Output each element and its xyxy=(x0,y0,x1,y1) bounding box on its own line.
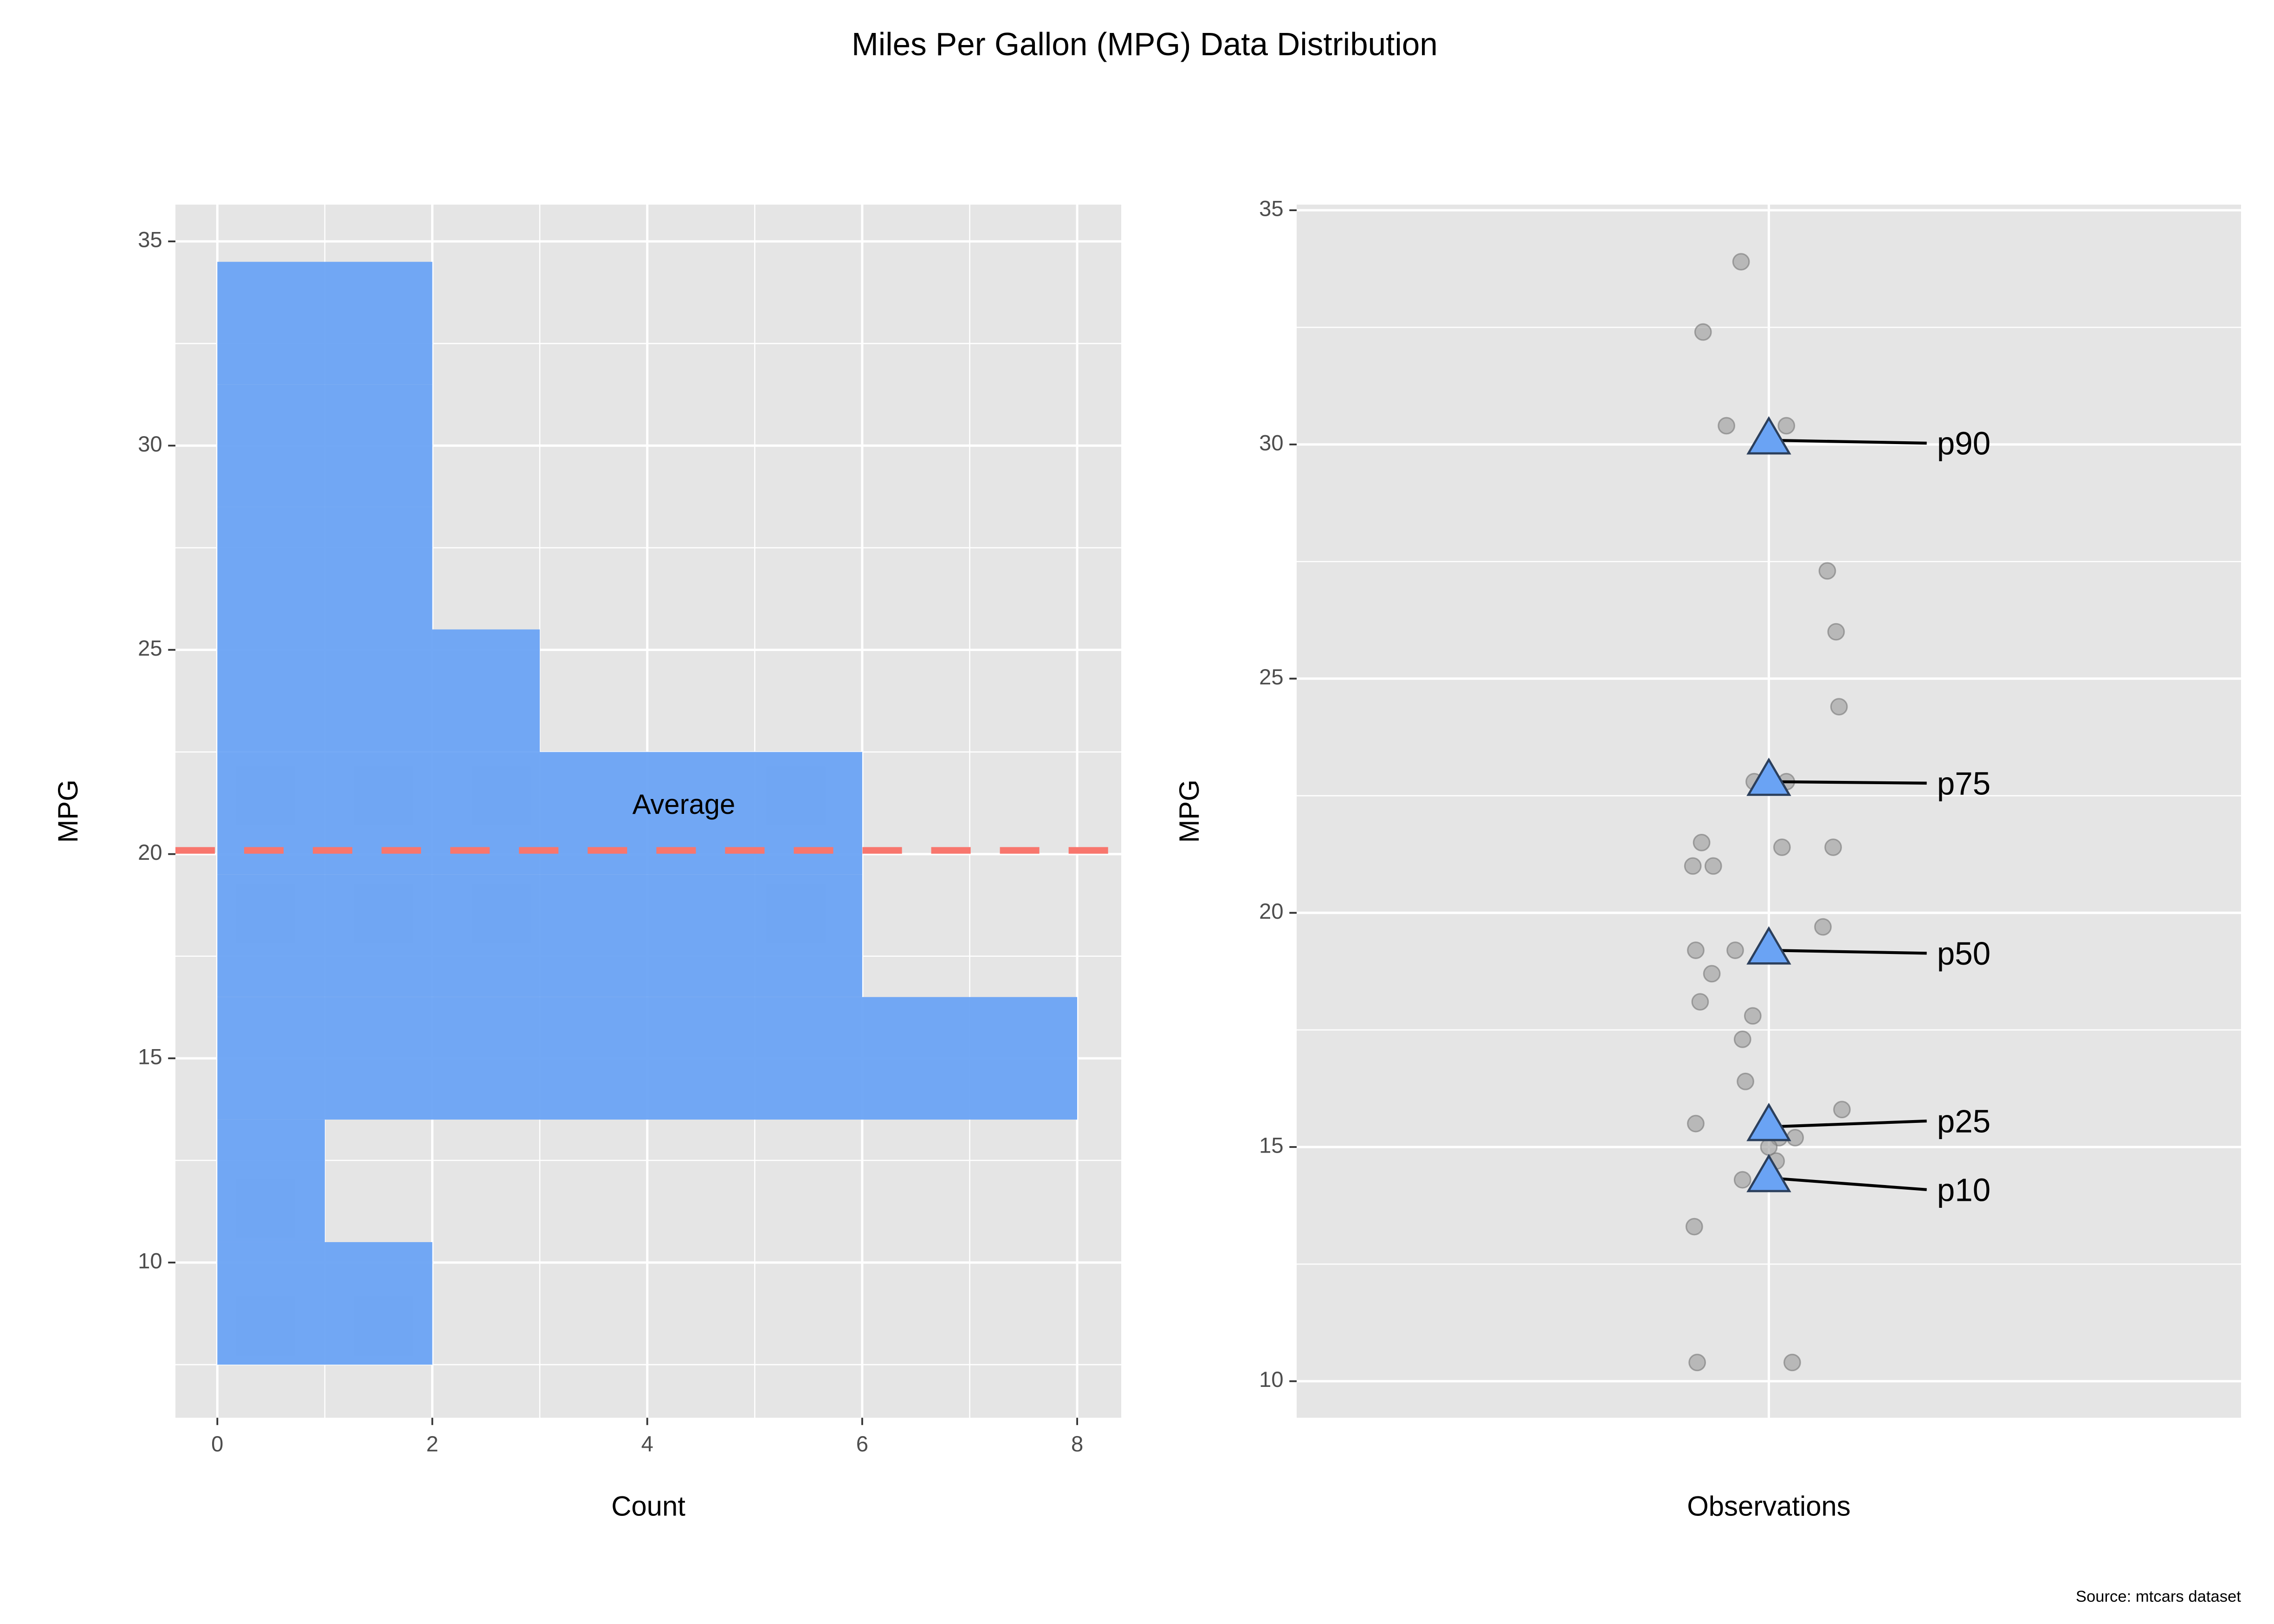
y-tick-label: 30 xyxy=(138,432,162,457)
percentile-marker xyxy=(1746,1102,1791,1141)
observation-point xyxy=(1704,857,1722,875)
average-label: Average xyxy=(633,789,736,820)
histogram-bar xyxy=(217,507,433,630)
percentile-connector xyxy=(1769,780,1927,785)
observation-point xyxy=(1684,857,1702,875)
observation-point xyxy=(1814,918,1832,936)
caption: Source: mtcars dataset xyxy=(2076,1588,2241,1605)
chart-title: Miles Per Gallon (MPG) Data Distribution xyxy=(852,26,1438,62)
observation-point xyxy=(1687,1115,1705,1133)
observation-point xyxy=(1726,941,1744,959)
x-tick-label: 4 xyxy=(641,1432,653,1456)
y-tick-label: 10 xyxy=(1259,1367,1284,1392)
observation-point xyxy=(1737,1072,1754,1090)
histogram-bar xyxy=(217,1242,433,1365)
percentile-marker xyxy=(1746,416,1791,455)
percentile-connector xyxy=(1769,1176,1927,1191)
observation-point xyxy=(1777,417,1796,435)
x-axis-title: Count xyxy=(611,1491,685,1522)
percentile-connector xyxy=(1769,438,1927,445)
histogram-bar xyxy=(217,629,540,752)
y-tick-label: 30 xyxy=(1259,431,1284,455)
observation-point xyxy=(1688,1353,1706,1372)
y-tick-label: 15 xyxy=(138,1044,162,1069)
observation-point xyxy=(1732,253,1750,271)
histogram-bar xyxy=(217,1119,325,1242)
percentile-marker xyxy=(1746,1154,1791,1192)
percentile-label: p50 xyxy=(1937,935,1991,972)
observation-point xyxy=(1824,838,1842,856)
observation-point xyxy=(1691,993,1709,1011)
histogram-bar xyxy=(217,874,862,997)
observation-point xyxy=(1718,417,1736,435)
observation-point xyxy=(1693,833,1711,851)
observation-point xyxy=(1773,838,1791,856)
y-tick-label: 10 xyxy=(138,1249,162,1273)
observation-point xyxy=(1733,1171,1751,1189)
percentile-connector xyxy=(1769,1119,1927,1128)
y-tick-label: 25 xyxy=(138,636,162,661)
observation-point xyxy=(1703,965,1721,983)
y-tick-label: 35 xyxy=(1259,197,1284,221)
percentile-label: p10 xyxy=(1937,1172,1991,1208)
y-tick-label: 25 xyxy=(1259,665,1284,690)
observation-point xyxy=(1733,1030,1751,1048)
x-tick-label: 2 xyxy=(426,1432,438,1456)
histogram-bar xyxy=(217,752,862,875)
y-tick-label: 15 xyxy=(1259,1134,1284,1158)
y-tick-label: 20 xyxy=(138,840,162,865)
observation-point xyxy=(1760,1138,1778,1156)
histogram-bar xyxy=(217,262,433,385)
histogram-bar xyxy=(217,997,1078,1120)
observation-point xyxy=(1685,1218,1703,1236)
percentile-label: p75 xyxy=(1937,765,1991,801)
y-axis-title: MPG xyxy=(52,780,84,843)
observation-point xyxy=(1786,1128,1804,1147)
x-tick-label: 0 xyxy=(211,1432,223,1456)
x-tick-label: 6 xyxy=(856,1432,868,1456)
percentile-label: p90 xyxy=(1937,425,1991,462)
observation-point xyxy=(1687,941,1705,959)
observation-point xyxy=(1833,1101,1851,1119)
y-tick-label: 35 xyxy=(138,228,162,252)
observation-point xyxy=(1830,698,1848,716)
observation-point xyxy=(1827,623,1845,641)
x-tick-label: 8 xyxy=(1071,1432,1083,1456)
x-axis-title: Observations xyxy=(1687,1491,1850,1522)
percentile-label: p25 xyxy=(1937,1103,1991,1140)
observation-point xyxy=(1818,562,1836,580)
observation-point xyxy=(1744,1007,1762,1025)
observation-point xyxy=(1783,1353,1801,1372)
y-axis-title: MPG xyxy=(1174,780,1205,843)
percentile-marker xyxy=(1746,926,1791,965)
histogram-bar xyxy=(217,384,433,507)
y-tick-label: 20 xyxy=(1259,899,1284,924)
percentile-marker xyxy=(1746,757,1791,796)
observation-point xyxy=(1694,323,1712,341)
percentile-connector xyxy=(1769,948,1927,955)
